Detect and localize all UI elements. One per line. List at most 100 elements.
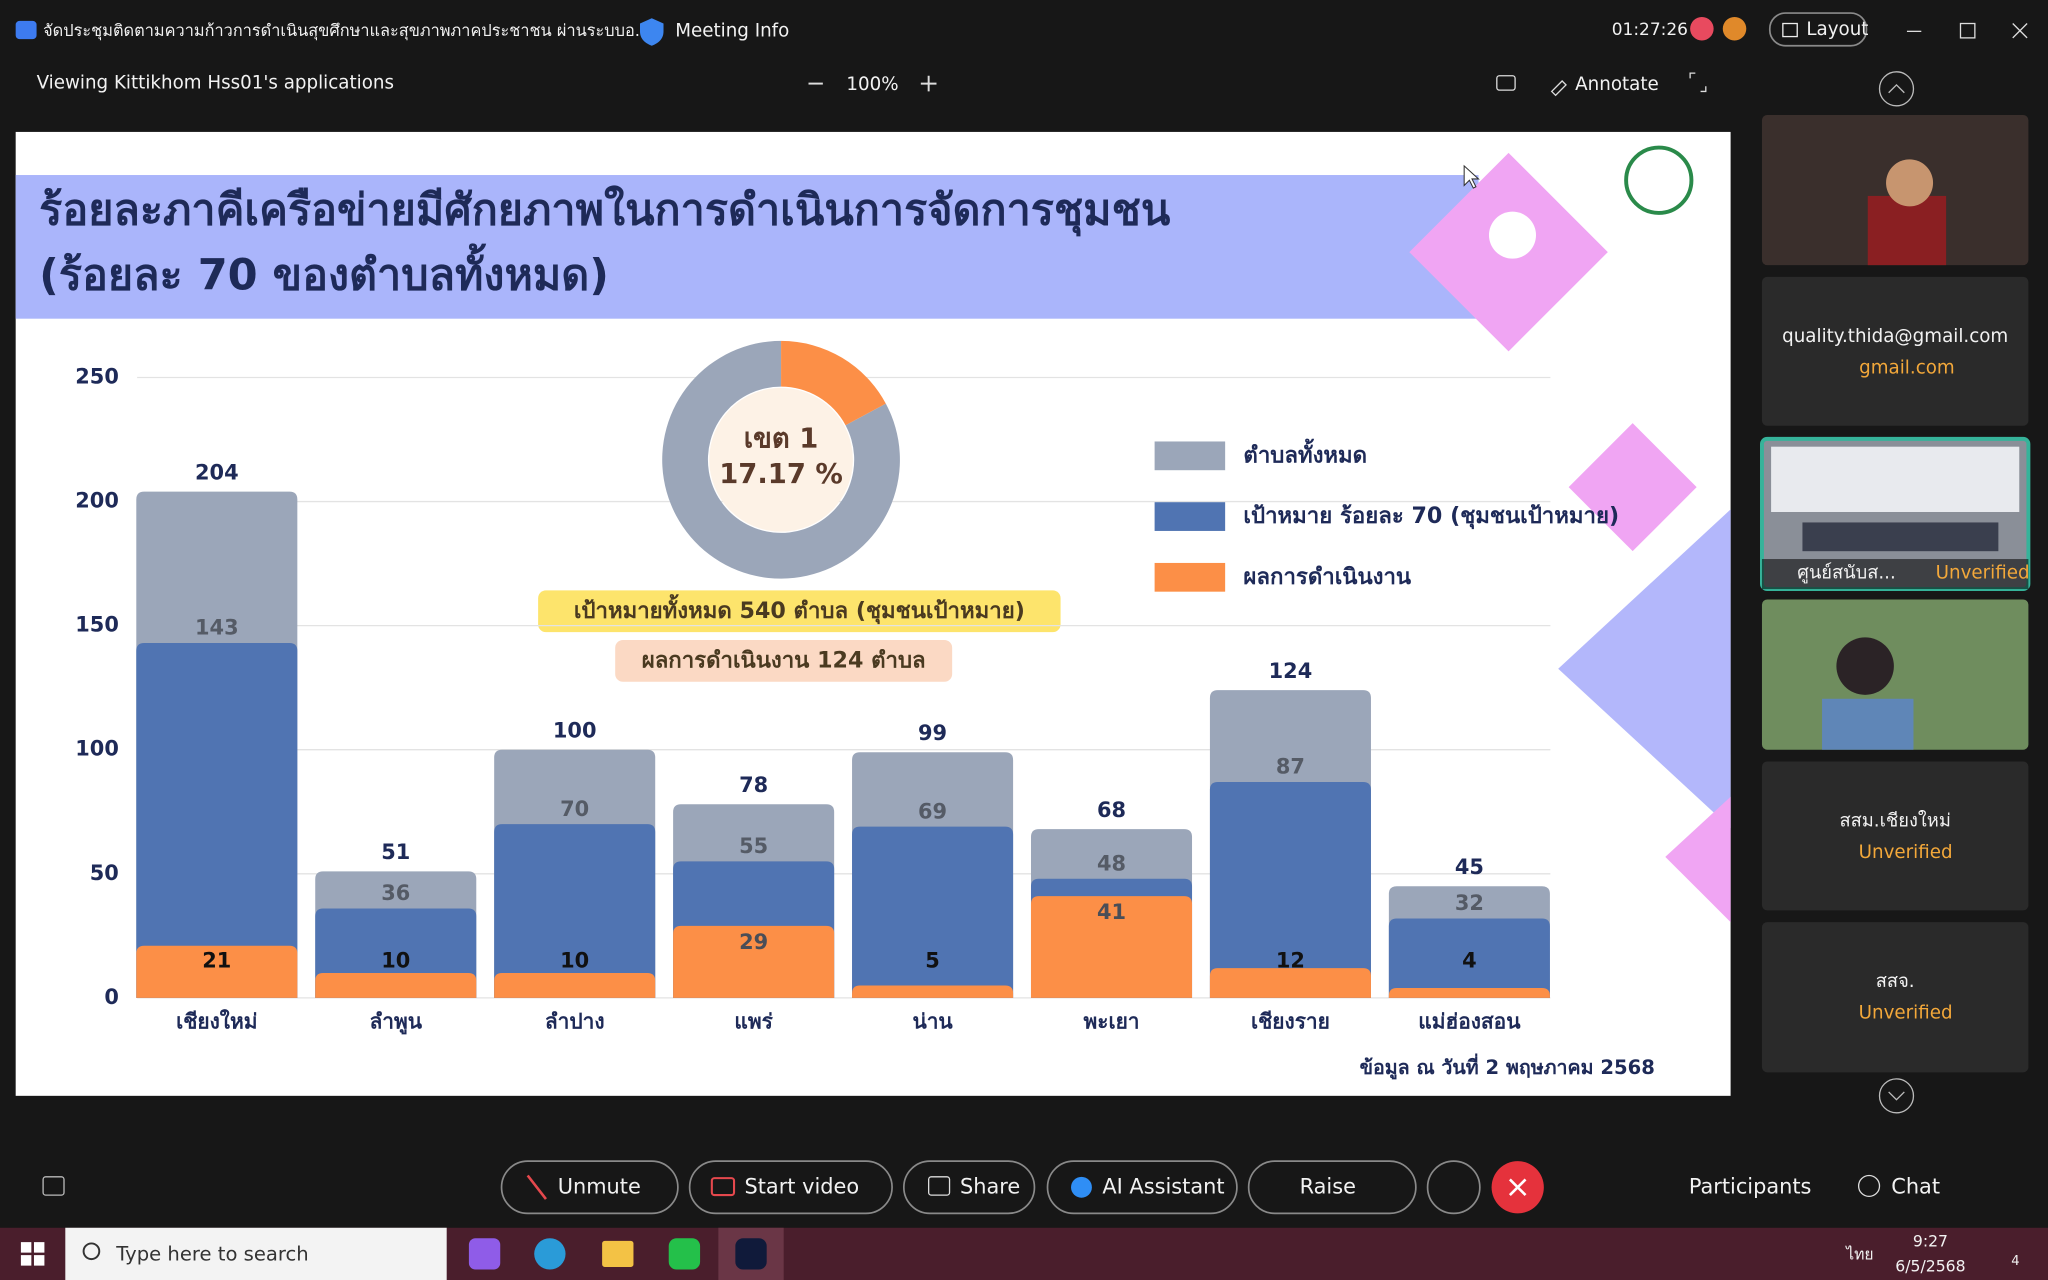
more-button[interactable] [1426,1160,1481,1215]
status-icon[interactable] [1722,16,1747,41]
data-label: 5 [925,948,940,972]
decor-shape [1558,509,1731,829]
zoom-level: 100% [846,74,898,95]
taskbar-app[interactable] [468,1238,501,1270]
data-label: 99 [918,721,947,745]
captions[interactable] [42,1176,65,1196]
ai-label[interactable]: AI Assistant [1102,1174,1224,1198]
record-icon[interactable] [1690,16,1714,41]
fullscreen[interactable] [1689,72,1707,93]
data-label: 4 [1462,948,1477,972]
data-label: 70 [560,797,589,821]
share-icon [928,1176,951,1196]
video-button[interactable] [688,1160,893,1215]
layout-icon [1782,22,1798,38]
search-icon [82,1242,101,1261]
y-tick-label: 200 [75,489,119,513]
clock-time[interactable]: 9:27 [1913,1232,1948,1251]
y-tick-label: 150 [75,613,119,637]
legend-label: ตำบลทั้งหมด [1243,437,1367,468]
legend-swatch [1154,502,1226,531]
donut-value: 17.17 % [719,459,843,490]
bar [852,826,1014,998]
unmute-button[interactable] [500,1160,679,1215]
meeting-info[interactable]: Meeting Info [675,20,789,41]
layout-label[interactable]: Layout [1806,19,1868,40]
remote-control-icon[interactable] [1496,75,1516,91]
slide-title: ร้อยละภาคีเครือข่ายมีศักยภาพในการดำเนินก… [39,184,1171,237]
scroll-down[interactable] [1878,1078,1915,1114]
data-label: 10 [560,948,589,972]
taskbar-app[interactable] [668,1238,701,1270]
app-icon [15,20,37,40]
chat-button[interactable]: Chat [1891,1174,1940,1198]
mic-off-icon [526,1174,547,1200]
annotate-button[interactable]: Annotate [1575,74,1659,95]
bar [1388,987,1550,998]
notification-count[interactable]: 4 [2011,1254,2019,1269]
participant-detail: Unverified [1936,562,2030,583]
participants-button[interactable]: Participants [1689,1174,1812,1198]
y-tick-label: 0 [104,985,119,1009]
restore[interactable] [1959,22,1976,39]
taskbar-app[interactable] [602,1240,634,1267]
scroll-up[interactable] [1878,71,1915,107]
data-label: 29 [739,930,768,954]
donut-slice [781,340,886,426]
x-tick-label: ลำพูน [369,1010,422,1036]
bar [1209,781,1371,998]
bulb-icon [1488,211,1536,259]
bar [494,973,656,998]
layout-button[interactable] [1768,12,1868,47]
y-tick-label: 250 [75,364,119,388]
data-label: 100 [553,718,597,742]
clock-date[interactable]: 6/5/2568 [1895,1256,1965,1275]
data-label: 55 [739,834,768,858]
bar [1030,896,1193,998]
search-box[interactable] [65,1227,447,1280]
legend-label: ผลการดำเนินงาน [1243,564,1411,590]
start-button[interactable] [20,1242,45,1266]
close[interactable] [2012,23,2028,39]
taskbar-app[interactable] [735,1238,767,1270]
participant-name: ศูนย์สนับส... [1797,561,1896,583]
raise-button[interactable] [1247,1160,1417,1215]
donut-center [709,387,853,532]
data-label: 124 [1269,659,1313,683]
x-tick-label: พะเยา [1083,1010,1139,1034]
video-person [1822,698,1914,750]
share-button[interactable] [902,1160,1036,1215]
source-note: ข้อมูล ณ วันที่ 2 พฤษภาคม 2568 [1360,1053,1655,1081]
video-person [1886,159,1934,207]
x-tick-label: ลำปาง [545,1010,605,1034]
slide-subtitle: (ร้อยละ 70 ของตำบลทั้งหมด) [39,243,609,301]
x-tick-label: แพร่ [734,1010,773,1034]
participant-detail: Unverified [1859,1003,1953,1024]
data-label: 51 [381,840,410,864]
zoom-in[interactable] [920,75,937,92]
shared-slide: ร้อยละภาคีเครือข่ายมีศักยภาพในการดำเนินก… [15,131,1731,1096]
search-placeholder[interactable]: Type here to search [115,1243,308,1266]
x-tick-label: น่าน [912,1010,953,1034]
decor-diamond [1568,423,1697,552]
share-label[interactable]: Share [960,1174,1020,1198]
bar [1209,968,1371,998]
participant-name: สสจ. [1876,971,1915,992]
raise-label[interactable]: Raise [1300,1174,1356,1198]
leave-icon [1508,1178,1527,1197]
bar [136,945,298,998]
x-tick-label: แม่ฮ่องสอน [1418,1010,1521,1034]
bar [494,824,656,998]
participant-tile [1761,276,2029,426]
video-label[interactable]: Start video [744,1174,859,1198]
language[interactable]: ไทย [1844,1245,1873,1264]
unmute-label[interactable]: Unmute [558,1174,641,1198]
ai-button[interactable] [1046,1160,1238,1215]
video-person [1836,637,1894,695]
participant-detail: gmail.com [1859,357,1955,378]
taskbar-app[interactable] [534,1238,566,1270]
bar [1388,918,1550,998]
data-label: 32 [1455,891,1484,915]
data-label: 10 [381,948,410,972]
